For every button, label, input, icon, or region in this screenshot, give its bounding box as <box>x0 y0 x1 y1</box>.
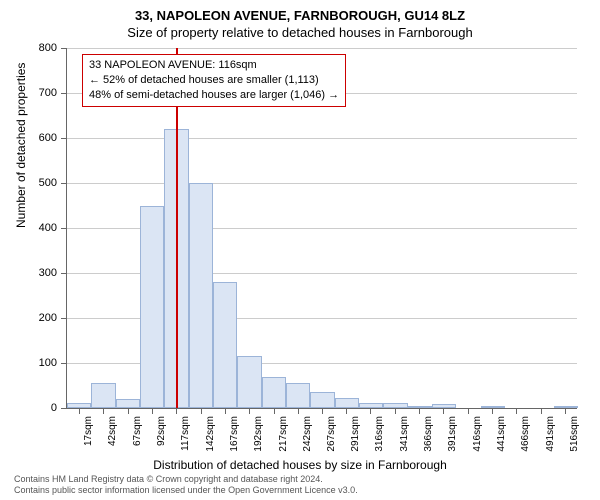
histogram-bar <box>140 206 164 409</box>
x-axis-title: Distribution of detached houses by size … <box>0 458 600 472</box>
y-tick-label: 200 <box>39 312 67 324</box>
x-tick <box>541 408 542 414</box>
x-tick-label: 67sqm <box>132 416 143 446</box>
x-tick <box>492 408 493 414</box>
y-tick-label: 400 <box>39 222 67 234</box>
histogram-bar <box>189 183 213 408</box>
annotation-line1: 33 NAPOLEON AVENUE: 116sqm <box>89 58 339 73</box>
x-tick-label: 42sqm <box>107 416 118 446</box>
x-tick <box>370 408 371 414</box>
y-tick-label: 600 <box>39 132 67 144</box>
histogram-bar <box>286 383 310 408</box>
x-tick <box>322 408 323 414</box>
histogram-bar <box>310 392 334 408</box>
x-tick-label: 516sqm <box>569 416 580 452</box>
y-tick-label: 500 <box>39 177 67 189</box>
x-tick <box>79 408 80 414</box>
grid-line <box>67 138 577 139</box>
y-tick-label: 0 <box>51 402 67 414</box>
x-tick-label: 17sqm <box>83 416 94 446</box>
grid-line <box>67 48 577 49</box>
x-tick-label: 92sqm <box>156 416 167 446</box>
x-tick <box>128 408 129 414</box>
x-tick <box>249 408 250 414</box>
x-tick-label: 441sqm <box>496 416 507 452</box>
histogram-bar <box>237 356 261 408</box>
x-tick <box>346 408 347 414</box>
x-tick <box>176 408 177 414</box>
x-tick <box>516 408 517 414</box>
chart-title-line1: 33, NAPOLEON AVENUE, FARNBOROUGH, GU14 8… <box>0 0 600 23</box>
chart-container: 33, NAPOLEON AVENUE, FARNBOROUGH, GU14 8… <box>0 0 600 500</box>
x-tick <box>225 408 226 414</box>
x-tick <box>103 408 104 414</box>
x-tick-label: 366sqm <box>423 416 434 452</box>
footer-line1: Contains HM Land Registry data © Crown c… <box>14 474 358 485</box>
y-tick-label: 100 <box>39 357 67 369</box>
x-tick <box>274 408 275 414</box>
histogram-bar <box>262 377 286 409</box>
x-tick <box>419 408 420 414</box>
x-tick-label: 416sqm <box>472 416 483 452</box>
x-tick <box>152 408 153 414</box>
histogram-bar <box>116 399 140 408</box>
footer: Contains HM Land Registry data © Crown c… <box>14 474 358 496</box>
y-tick-label: 300 <box>39 267 67 279</box>
x-tick-label: 192sqm <box>253 416 264 452</box>
x-tick <box>201 408 202 414</box>
x-tick <box>468 408 469 414</box>
x-tick-label: 341sqm <box>399 416 410 452</box>
x-tick <box>443 408 444 414</box>
y-axis-title: Number of detached properties <box>14 63 28 228</box>
x-tick-label: 391sqm <box>447 416 458 452</box>
annotation-box: 33 NAPOLEON AVENUE: 116sqm ← 52% of deta… <box>82 54 346 107</box>
chart-title-line2: Size of property relative to detached ho… <box>0 23 600 40</box>
annotation-line2: ← 52% of detached houses are smaller (1,… <box>89 73 339 88</box>
x-tick <box>395 408 396 414</box>
annotation-line3: 48% of semi-detached houses are larger (… <box>89 88 339 103</box>
grid-line <box>67 183 577 184</box>
x-tick-label: 316sqm <box>374 416 385 452</box>
x-tick-label: 267sqm <box>326 416 337 452</box>
x-tick-label: 142sqm <box>205 416 216 452</box>
x-tick-label: 117sqm <box>180 416 191 451</box>
y-tick-label: 700 <box>39 87 67 99</box>
y-tick-label: 800 <box>39 42 67 54</box>
x-tick-label: 291sqm <box>350 416 361 452</box>
x-tick-label: 466sqm <box>520 416 531 452</box>
histogram-bar <box>91 383 115 408</box>
x-tick-label: 242sqm <box>302 416 313 452</box>
x-tick <box>298 408 299 414</box>
x-tick-label: 217sqm <box>278 416 289 452</box>
footer-line2: Contains public sector information licen… <box>14 485 358 496</box>
histogram-bar <box>335 398 359 408</box>
histogram-bar <box>213 282 237 408</box>
x-tick-label: 167sqm <box>229 416 240 452</box>
x-tick <box>565 408 566 414</box>
x-tick-label: 491sqm <box>545 416 556 452</box>
